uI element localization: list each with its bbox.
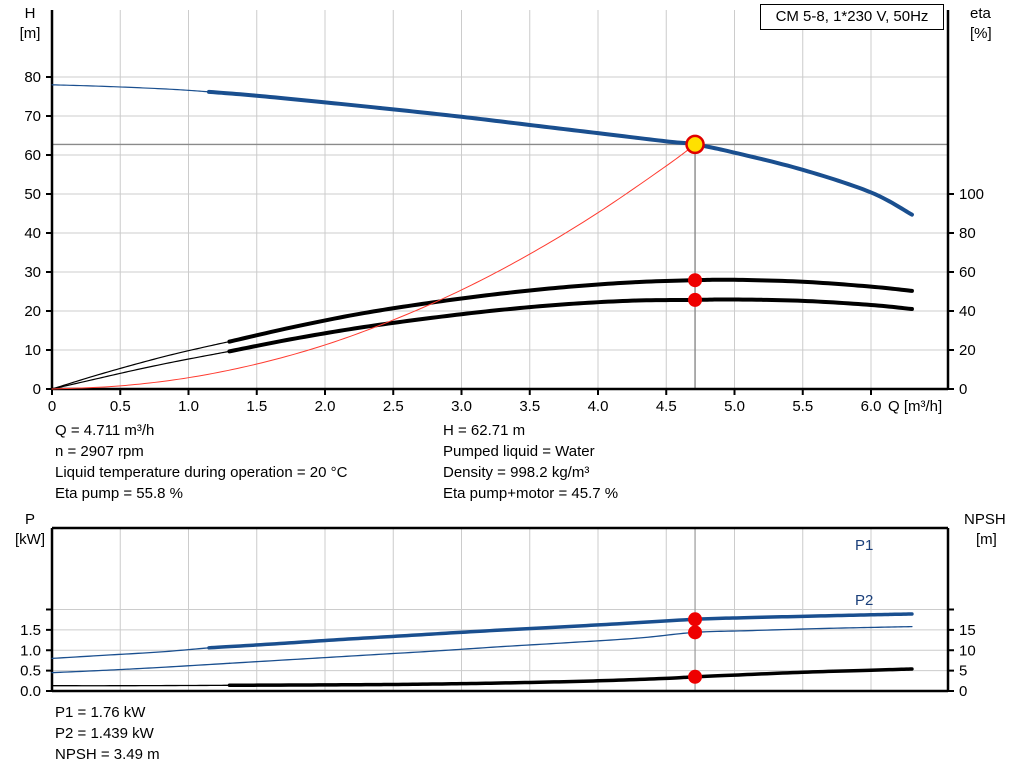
x-tick-label: 3.5 [519, 398, 540, 415]
x-tick-label: 0.5 [110, 398, 131, 415]
x-axis-name: Q [m³/h] [888, 398, 942, 415]
power-npsh-chart: 0.0 0.5 1.0 1.5 0 5 10 15 P [kW] NPSH [m] P1 P2 [15, 511, 1006, 700]
y-tick-label-left: 0.5 [20, 663, 41, 680]
y-tick-label-right: 0 [959, 683, 967, 700]
y-axis-left-unit: [kW] [15, 531, 45, 548]
y-tick-label-left: 30 [24, 264, 41, 281]
y-axis-right-unit: [%] [970, 25, 992, 42]
curve-label-p1: P1 [855, 537, 873, 554]
readout-top-right-line: Pumped liquid = Water [443, 443, 595, 460]
y-tick-label-left: 70 [24, 108, 41, 125]
curve-p2 [228, 625, 913, 664]
readout-top-left: Q = 4.711 m³/h n = 2907 rpm Liquid tempera… [55, 420, 347, 504]
x-tick-label: 1.0 [178, 398, 199, 415]
pump-title-box: CM 5-8, 1*230 V, 50Hz [760, 4, 944, 30]
p2-marker [688, 625, 703, 640]
y-tick-label-left: 40 [24, 225, 41, 242]
readout-bottom-left-line: P1 = 1.76 kW [55, 704, 146, 721]
curve-eta-pump-motor-thin-extension- [51, 350, 231, 390]
y-axis-left-unit: [m] [20, 25, 41, 42]
y-tick-label-left: 0 [33, 381, 41, 398]
y-axis-left-name: P [25, 511, 35, 528]
y-tick-label-left: 20 [24, 303, 41, 320]
npsh-marker [688, 669, 703, 684]
curve-system-curve [51, 143, 696, 390]
x-tick-label: 5.5 [792, 398, 813, 415]
eta-pump-marker [688, 273, 703, 288]
y-tick-label-left: 50 [24, 186, 41, 203]
curve-eta-pump [227, 277, 914, 344]
y-tick-label-left: 1.0 [20, 642, 41, 659]
y-tick-label-left: 80 [24, 69, 41, 86]
x-tick-label: 0 [48, 398, 56, 415]
y-tick-label-right: 60 [959, 264, 976, 281]
x-tick-label: 1.5 [246, 398, 267, 415]
x-tick-label: 2.0 [315, 398, 336, 415]
y-tick-label-right: 20 [959, 342, 976, 359]
y-tick-label-left: 0.0 [20, 683, 41, 700]
p1-marker [688, 612, 703, 627]
y-tick-label-left: 60 [24, 147, 41, 164]
y-tick-label-left: 1.5 [20, 622, 41, 639]
curve-head-h [206, 89, 914, 217]
readout-bottom-left-line: P2 = 1.439 kW [55, 725, 154, 742]
x-tick-label: 4.5 [656, 398, 677, 415]
curve-p1-thin-extension- [51, 647, 210, 660]
curve-label-p2: P2 [855, 592, 873, 609]
curve-npsh [227, 667, 914, 688]
x-tick-label: 2.5 [383, 398, 404, 415]
duty-point-marker[interactable] [685, 134, 705, 155]
head-eta-chart: 0 10 20 30 40 50 60 70 80 0 20 40 60 80 100 0 0.5 1.0 1.5 2… [20, 5, 992, 415]
readout-bottom-left: P1 = 1.76 kW P2 = 1.439 kW NPSH = 3.49 m [55, 702, 160, 765]
readout-top-right-line: H = 62.71 m [443, 422, 526, 439]
y-tick-label-right: 0 [959, 381, 967, 398]
x-tick-label: 5.0 [724, 398, 745, 415]
readout-bottom-left-line: NPSH = 3.49 m [55, 746, 160, 763]
x-tick-label: 6.0 [861, 398, 882, 415]
readout-top-left-line: Liquid temperature during operation = 20… [55, 464, 348, 481]
y-tick-label-right: 100 [959, 186, 984, 203]
curve-head-h-thin-extension- [51, 84, 210, 93]
readout-top-left-line: Eta pump = 55.8 % [55, 485, 183, 502]
curve-eta-pump-motor [227, 297, 914, 354]
y-axis-right-unit: [m] [976, 531, 997, 548]
y-tick-label-right: 10 [959, 642, 976, 659]
y-axis-right-name: eta [970, 5, 992, 22]
y-tick-label-right: 5 [959, 663, 967, 680]
readout-top-right-line: Density = 998.2 kg/m³ [443, 464, 590, 481]
y-axis-right-name: NPSH [964, 511, 1006, 528]
readout-top-right: H = 62.71 m Pumped liquid = Water Density … [443, 420, 618, 504]
y-tick-label-right: 15 [959, 622, 976, 639]
y-tick-label-left: 10 [24, 342, 41, 359]
curve-p1 [207, 612, 914, 650]
y-tick-label-right: 80 [959, 225, 976, 242]
curve-eta-pump-thin-extension- [51, 341, 231, 390]
x-tick-label: 4.0 [588, 398, 609, 415]
curve-p2-thin-extension- [51, 662, 231, 674]
readout-top-right-line: Eta pump+motor = 45.7 % [443, 485, 619, 502]
y-axis-left-name: H [25, 5, 36, 22]
readout-top-left-line: n = 2907 rpm [55, 443, 144, 460]
y-tick-label-right: 40 [959, 303, 976, 320]
x-tick-label: 3.0 [451, 398, 472, 415]
readout-top-left-line: Q = 4.711 m³/h [55, 422, 155, 439]
eta-pump-motor-marker [688, 292, 703, 307]
